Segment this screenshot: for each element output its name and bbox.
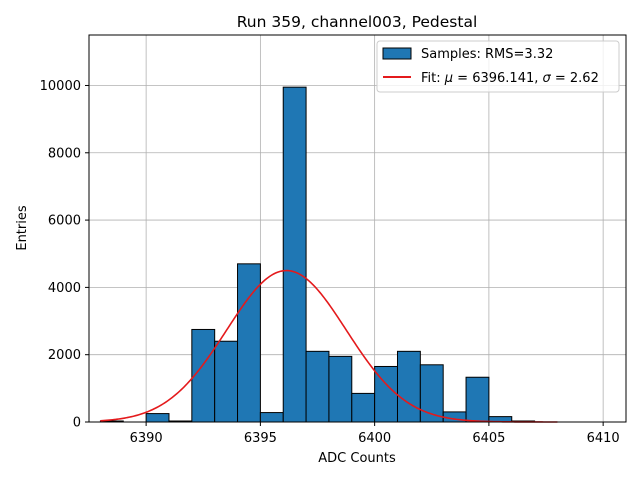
histogram-bar (259, 412, 284, 423)
histogram-bar (305, 350, 330, 423)
histogram-bar (282, 86, 307, 423)
y-tick-label: 6000 (48, 214, 81, 229)
legend-fit-mu-symbol: μ (444, 71, 453, 86)
legend-fit-mu-value: = 6396.141, (453, 71, 542, 86)
x-axis-label: ADC Counts (318, 451, 396, 466)
y-tick-label: 8000 (48, 146, 81, 161)
histogram-bar (145, 413, 170, 423)
legend-fit-label: Fit: μ = 6396.141, σ = 2.62 (421, 71, 599, 86)
y-tick-label: 4000 (48, 281, 81, 296)
x-tick-label: 6400 (358, 431, 391, 446)
legend-histogram-label: Samples: RMS=3.32 (421, 47, 553, 62)
chart-title: Run 359, channel003, Pedestal (237, 13, 478, 31)
y-axis-label: Entries (15, 205, 30, 251)
histogram-bar (214, 340, 239, 423)
legend: Samples: RMS=3.32 Fit: μ = 6396.141, σ =… (376, 40, 620, 93)
x-axis-ticks: 6390 6395 6400 6405 6410 (130, 422, 620, 446)
y-tick-label: 0 (73, 416, 81, 431)
x-tick-label: 6390 (130, 431, 163, 446)
y-tick-label: 10000 (40, 79, 81, 94)
plot-frame (88, 34, 627, 423)
histogram-bar (328, 355, 353, 423)
legend-fit-sigma-symbol: σ (543, 71, 552, 86)
x-tick-label: 6410 (587, 431, 620, 446)
fit-curve-group (100, 269, 558, 423)
fit-curve (100, 269, 558, 423)
histogram-bars (99, 86, 536, 423)
legend-box (376, 40, 620, 93)
y-tick-label: 2000 (48, 348, 81, 363)
histogram-bar (351, 392, 376, 423)
legend-histogram-swatch (382, 47, 412, 60)
legend-fit-sigma-value: = 2.62 (551, 71, 599, 86)
histogram-bar (396, 350, 421, 423)
x-tick-label: 6395 (244, 431, 277, 446)
y-axis-ticks: 0 2000 4000 6000 8000 10000 (40, 79, 89, 431)
legend-fit-prefix: Fit: (421, 71, 445, 86)
histogram-bar (465, 376, 490, 423)
x-tick-label: 6405 (472, 431, 505, 446)
